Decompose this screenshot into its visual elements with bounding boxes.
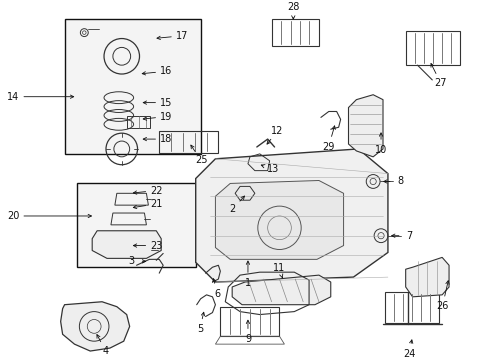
Polygon shape: [195, 149, 387, 282]
Text: 17: 17: [175, 31, 188, 41]
Polygon shape: [61, 302, 129, 351]
Text: 23: 23: [150, 240, 162, 251]
Text: 27: 27: [434, 78, 446, 88]
Text: 26: 26: [435, 301, 447, 311]
Text: 8: 8: [397, 176, 403, 186]
Text: 11: 11: [272, 263, 285, 273]
Text: 4: 4: [102, 346, 109, 356]
Text: 20: 20: [7, 211, 20, 221]
Text: 22: 22: [150, 185, 162, 195]
Polygon shape: [215, 180, 343, 259]
Polygon shape: [405, 257, 448, 297]
Text: 5: 5: [196, 324, 203, 334]
Text: 12: 12: [271, 126, 283, 136]
Text: 24: 24: [402, 349, 414, 359]
Text: 29: 29: [322, 141, 334, 152]
Polygon shape: [92, 231, 161, 258]
Text: 21: 21: [150, 199, 162, 209]
Text: 15: 15: [160, 98, 172, 108]
Text: 7: 7: [406, 231, 412, 241]
Text: 6: 6: [214, 289, 220, 298]
Polygon shape: [348, 95, 382, 157]
Text: 18: 18: [160, 134, 172, 144]
Text: 13: 13: [266, 165, 279, 175]
Text: 16: 16: [160, 66, 172, 76]
Text: 2: 2: [229, 204, 235, 214]
Text: 28: 28: [286, 2, 299, 12]
Polygon shape: [232, 275, 330, 305]
Text: 9: 9: [244, 334, 250, 344]
Text: 19: 19: [160, 112, 172, 122]
Text: 3: 3: [128, 256, 134, 266]
Bar: [77, 184, 195, 267]
Bar: [64, 19, 200, 154]
Text: 25: 25: [194, 156, 207, 166]
Text: 10: 10: [374, 145, 386, 155]
Text: 14: 14: [7, 92, 20, 102]
Text: 1: 1: [244, 278, 250, 288]
